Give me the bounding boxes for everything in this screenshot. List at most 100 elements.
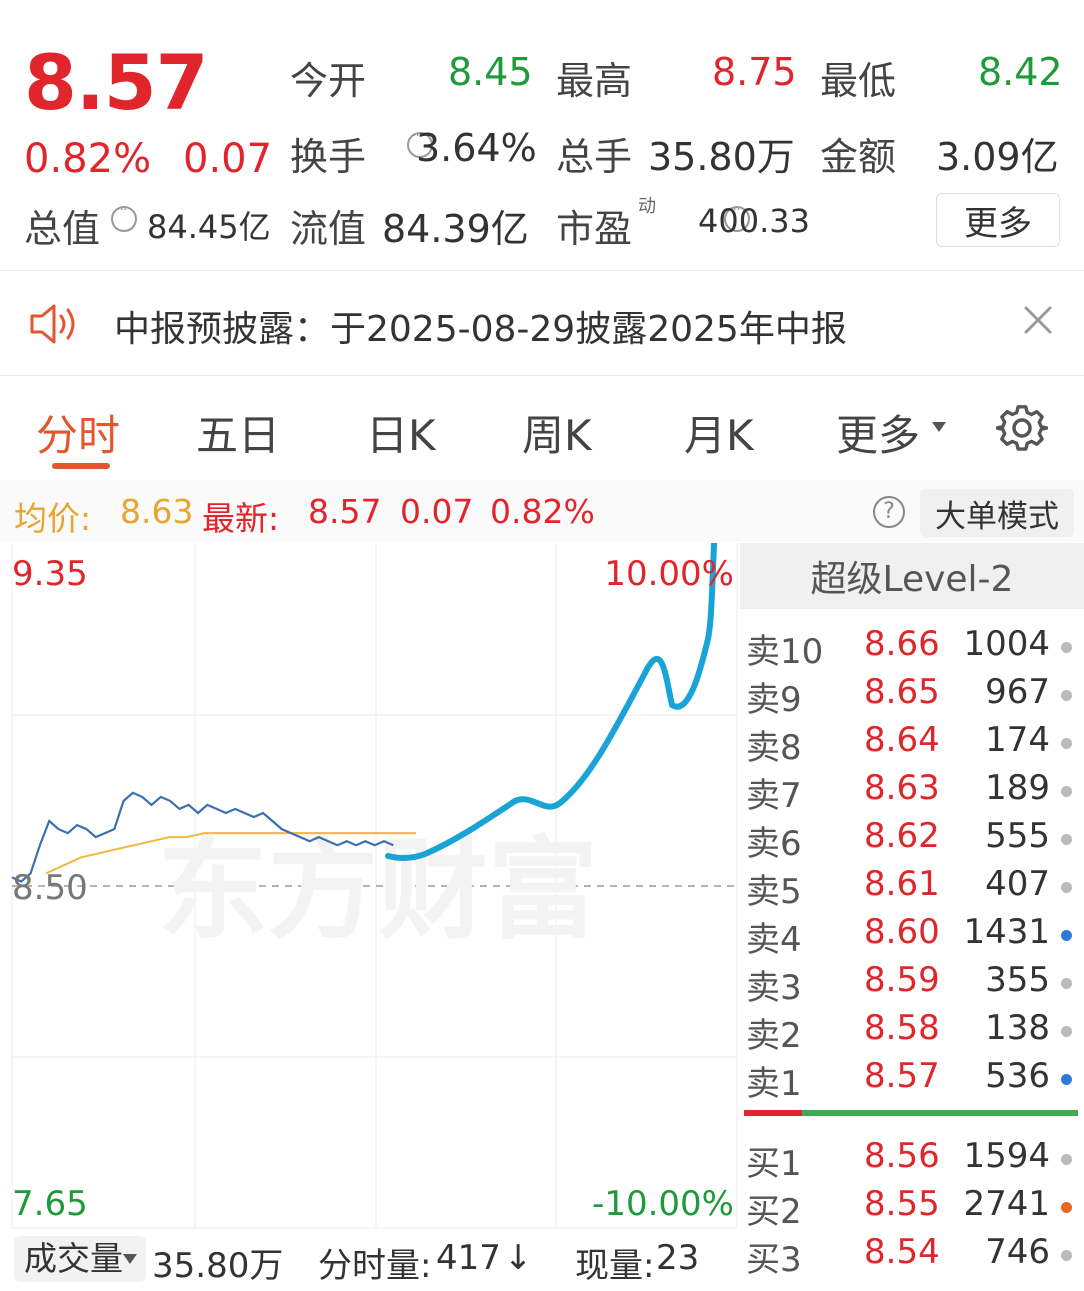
ask-dot-icon xyxy=(1061,930,1072,941)
settings-gear-icon[interactable] xyxy=(996,402,1048,454)
ask-price: 8.64 xyxy=(864,720,940,760)
total-volume-value: 35.80万 xyxy=(648,135,795,179)
tab-daily-k[interactable]: 日K xyxy=(366,411,436,460)
amount-value: 3.09亿 xyxy=(936,135,1059,179)
pe-dynamic-tag: 动 xyxy=(638,196,656,217)
change-amount: 0.07 xyxy=(183,136,273,182)
low-value: 8.42 xyxy=(978,50,1063,94)
close-icon[interactable] xyxy=(1020,302,1056,338)
more-quote-button[interactable]: 更多 xyxy=(936,193,1060,247)
bid-row[interactable]: 买3 8.54 746 xyxy=(740,1228,1084,1280)
ask-row[interactable]: 卖8 8.64 174 xyxy=(740,716,1084,768)
latest-price-value: 8.57 xyxy=(308,492,382,531)
y-axis-mid-label: 8.50 xyxy=(12,868,88,908)
active-tab-indicator xyxy=(52,463,110,469)
ask-volume: 555 xyxy=(985,816,1050,856)
ask-row[interactable]: 卖2 8.58 138 xyxy=(740,1004,1084,1056)
ask-price: 8.57 xyxy=(864,1056,940,1096)
volume-dropdown-arrow-icon[interactable] xyxy=(122,1253,138,1265)
intraday-chart[interactable]: 东方财富 9.35 8.50 7.65 10.00% -10.00% xyxy=(0,543,740,1233)
level2-header[interactable]: 超级Level-2 xyxy=(740,543,1084,609)
current-volume-value: 23 xyxy=(656,1238,700,1278)
ask-volume: 355 xyxy=(985,960,1050,1000)
dropdown-arrow-icon[interactable] xyxy=(930,420,948,434)
bid-dot-icon xyxy=(1061,1250,1072,1261)
amount-label: 金额 xyxy=(820,135,897,179)
ask-row[interactable]: 卖9 8.65 967 xyxy=(740,668,1084,720)
y-axis-top-percent: 10.00% xyxy=(604,554,734,594)
minute-volume-arrow-icon: ↓ xyxy=(504,1238,533,1278)
bid-row[interactable]: 买1 8.56 1594 xyxy=(740,1132,1084,1184)
turnover-info-icon[interactable] xyxy=(407,128,434,158)
avg-price-label: 均价: xyxy=(14,499,92,538)
ask-level-label: 卖8 xyxy=(746,728,802,768)
ask-row[interactable]: 卖6 8.62 555 xyxy=(740,812,1084,864)
ask-volume: 189 xyxy=(985,768,1050,808)
tab-intraday[interactable]: 分时 xyxy=(36,411,121,460)
tab-five-day[interactable]: 五日 xyxy=(196,411,281,460)
ask-dot-icon xyxy=(1061,882,1072,893)
ask-price: 8.62 xyxy=(864,816,940,856)
bid-volume: 1594 xyxy=(963,1136,1050,1176)
speaker-icon xyxy=(30,304,75,344)
ask-dot-icon xyxy=(1061,978,1072,989)
pe-label: 市盈 xyxy=(556,207,633,251)
ask-volume: 174 xyxy=(985,720,1050,760)
ask-row[interactable]: 卖7 8.63 189 xyxy=(740,764,1084,816)
ask-price: 8.61 xyxy=(864,864,940,904)
minute-volume-value: 417 xyxy=(436,1238,501,1278)
ask-row[interactable]: 卖5 8.61 407 xyxy=(740,860,1084,912)
y-axis-bottom-percent: -10.00% xyxy=(592,1184,734,1224)
ask-volume: 967 xyxy=(985,672,1050,712)
average-price-line xyxy=(45,832,416,875)
ask-row[interactable]: 卖3 8.59 355 xyxy=(740,956,1084,1008)
ask-row[interactable]: 卖4 8.60 1431 xyxy=(740,908,1084,960)
ask-level-label: 卖10 xyxy=(746,632,824,672)
ask-price: 8.66 xyxy=(864,624,940,664)
volume-total: 35.80万 xyxy=(152,1246,284,1286)
ask-row[interactable]: 卖10 8.66 1004 xyxy=(740,620,1084,672)
volume-dropdown-label: 成交量 xyxy=(24,1239,123,1278)
bid-row[interactable]: 买2 8.55 2741 xyxy=(740,1180,1084,1232)
ask-price: 8.60 xyxy=(864,912,940,952)
order-book-divider-green xyxy=(802,1110,1078,1116)
bid-level-label: 买1 xyxy=(746,1144,802,1184)
pe-info-icon[interactable] xyxy=(724,202,751,232)
ask-price: 8.63 xyxy=(864,768,940,808)
ask-dot-icon xyxy=(1061,738,1072,749)
ask-dot-icon xyxy=(1061,690,1072,701)
ask-level-label: 卖1 xyxy=(746,1064,802,1104)
ask-price: 8.59 xyxy=(864,960,940,1000)
volume-dropdown[interactable]: 成交量 xyxy=(14,1236,146,1282)
minute-volume-label: 分时量: xyxy=(318,1246,432,1286)
ask-level-label: 卖6 xyxy=(746,824,802,864)
turnover-label: 换手 xyxy=(290,135,367,179)
big-order-mode-button[interactable]: 大单模式 xyxy=(920,489,1074,537)
ask-volume: 1004 xyxy=(963,624,1050,664)
latest-change-value: 0.07 xyxy=(400,492,474,531)
ask-dot-icon xyxy=(1061,642,1072,653)
ask-row[interactable]: 卖1 8.57 536 xyxy=(740,1052,1084,1104)
ask-volume: 407 xyxy=(985,864,1050,904)
bid-level-label: 买2 xyxy=(746,1192,802,1232)
ask-level-label: 卖4 xyxy=(746,920,802,960)
help-icon[interactable]: ? xyxy=(873,496,905,528)
tab-weekly-k[interactable]: 周K xyxy=(522,411,592,460)
tab-monthly-k[interactable]: 月K xyxy=(684,411,754,460)
ask-level-label: 卖2 xyxy=(746,1016,802,1056)
ask-level-label: 卖3 xyxy=(746,968,802,1008)
tab-more[interactable]: 更多 xyxy=(836,411,921,460)
ask-volume: 138 xyxy=(985,1008,1050,1048)
total-value-info-icon[interactable] xyxy=(111,202,137,232)
notice-text[interactable]: 中报预披露：于2025-08-29披露2025年中报 xyxy=(114,309,847,350)
bid-dot-icon xyxy=(1061,1154,1072,1165)
ask-price: 8.58 xyxy=(864,1008,940,1048)
change-percent: 0.82% xyxy=(24,136,152,182)
float-value: 84.39亿 xyxy=(382,207,529,251)
avg-price-value: 8.63 xyxy=(120,492,194,531)
total-value-label: 总值 xyxy=(24,207,101,251)
high-value: 8.75 xyxy=(712,50,797,94)
order-book-divider-red xyxy=(744,1110,802,1116)
last-price: 8.57 xyxy=(24,38,209,127)
current-volume-label: 现量: xyxy=(575,1246,655,1286)
